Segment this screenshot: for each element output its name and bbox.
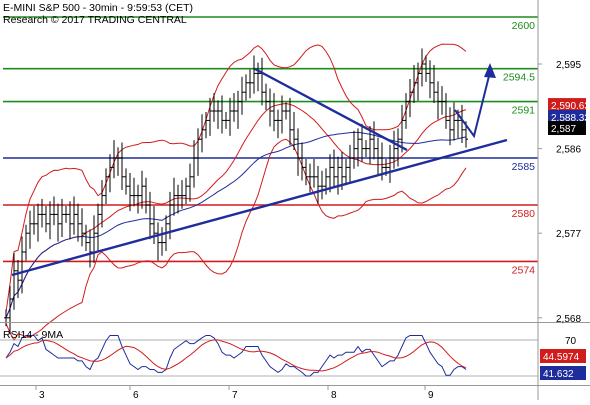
projection-arrow <box>454 71 491 139</box>
price-badge-label: 2,590.63 <box>551 101 590 112</box>
rsi-y-tick-label: 70 <box>565 336 577 347</box>
x-tick-label: 8 <box>331 390 337 400</box>
price-badge <box>548 98 586 113</box>
x-tick-label: 6 <box>133 390 139 400</box>
price-badge <box>548 121 586 135</box>
chart-title: E-MINI S&P 500 - 30min - 9:59:53 (CET) <box>3 2 193 14</box>
rsi-badge-label: 44.5974 <box>543 352 580 363</box>
x-tick-label: 7 <box>232 390 238 400</box>
support-trendline <box>11 138 508 277</box>
level-label: 2591 <box>512 105 536 117</box>
resistance-trendline <box>254 67 408 152</box>
rsi-ma-badge-label: 41.632 <box>543 369 574 380</box>
level-label: 2594.5 <box>503 72 535 84</box>
rsi-ma-line <box>5 339 467 372</box>
moving-average-20 <box>5 102 467 318</box>
copyright-text: Research © 2017 TRADING CENTRAL <box>3 14 187 26</box>
price-badge <box>548 110 586 124</box>
lower-band <box>5 138 467 342</box>
y-tick-label: 2,568 <box>556 314 581 325</box>
x-tick-label: 9 <box>428 390 434 400</box>
level-label: 2585 <box>512 161 536 173</box>
rsi-line <box>5 335 467 377</box>
y-tick-label: 2,577 <box>556 229 581 240</box>
level-label: 2600 <box>512 20 536 32</box>
upper-band <box>5 43 467 313</box>
price-badge-label: 2,588.33 <box>551 113 590 124</box>
rsi-badge <box>540 349 586 363</box>
rsi-ma-badge <box>540 366 586 380</box>
level-label: 2580 <box>512 208 536 220</box>
y-tick-label: 2,586 <box>556 145 581 156</box>
y-tick-label: 2,595 <box>556 60 581 71</box>
projection-arrowhead <box>484 63 496 78</box>
level-label: 2574 <box>512 264 536 276</box>
price-badge-label: 2,587 <box>551 124 576 135</box>
price-panel: 2600 2594.5 2591 2585 2580 2574 <box>3 16 538 342</box>
rsi-title: RSI14 - 9MA <box>3 329 63 341</box>
x-tick-label: 3 <box>39 390 45 400</box>
